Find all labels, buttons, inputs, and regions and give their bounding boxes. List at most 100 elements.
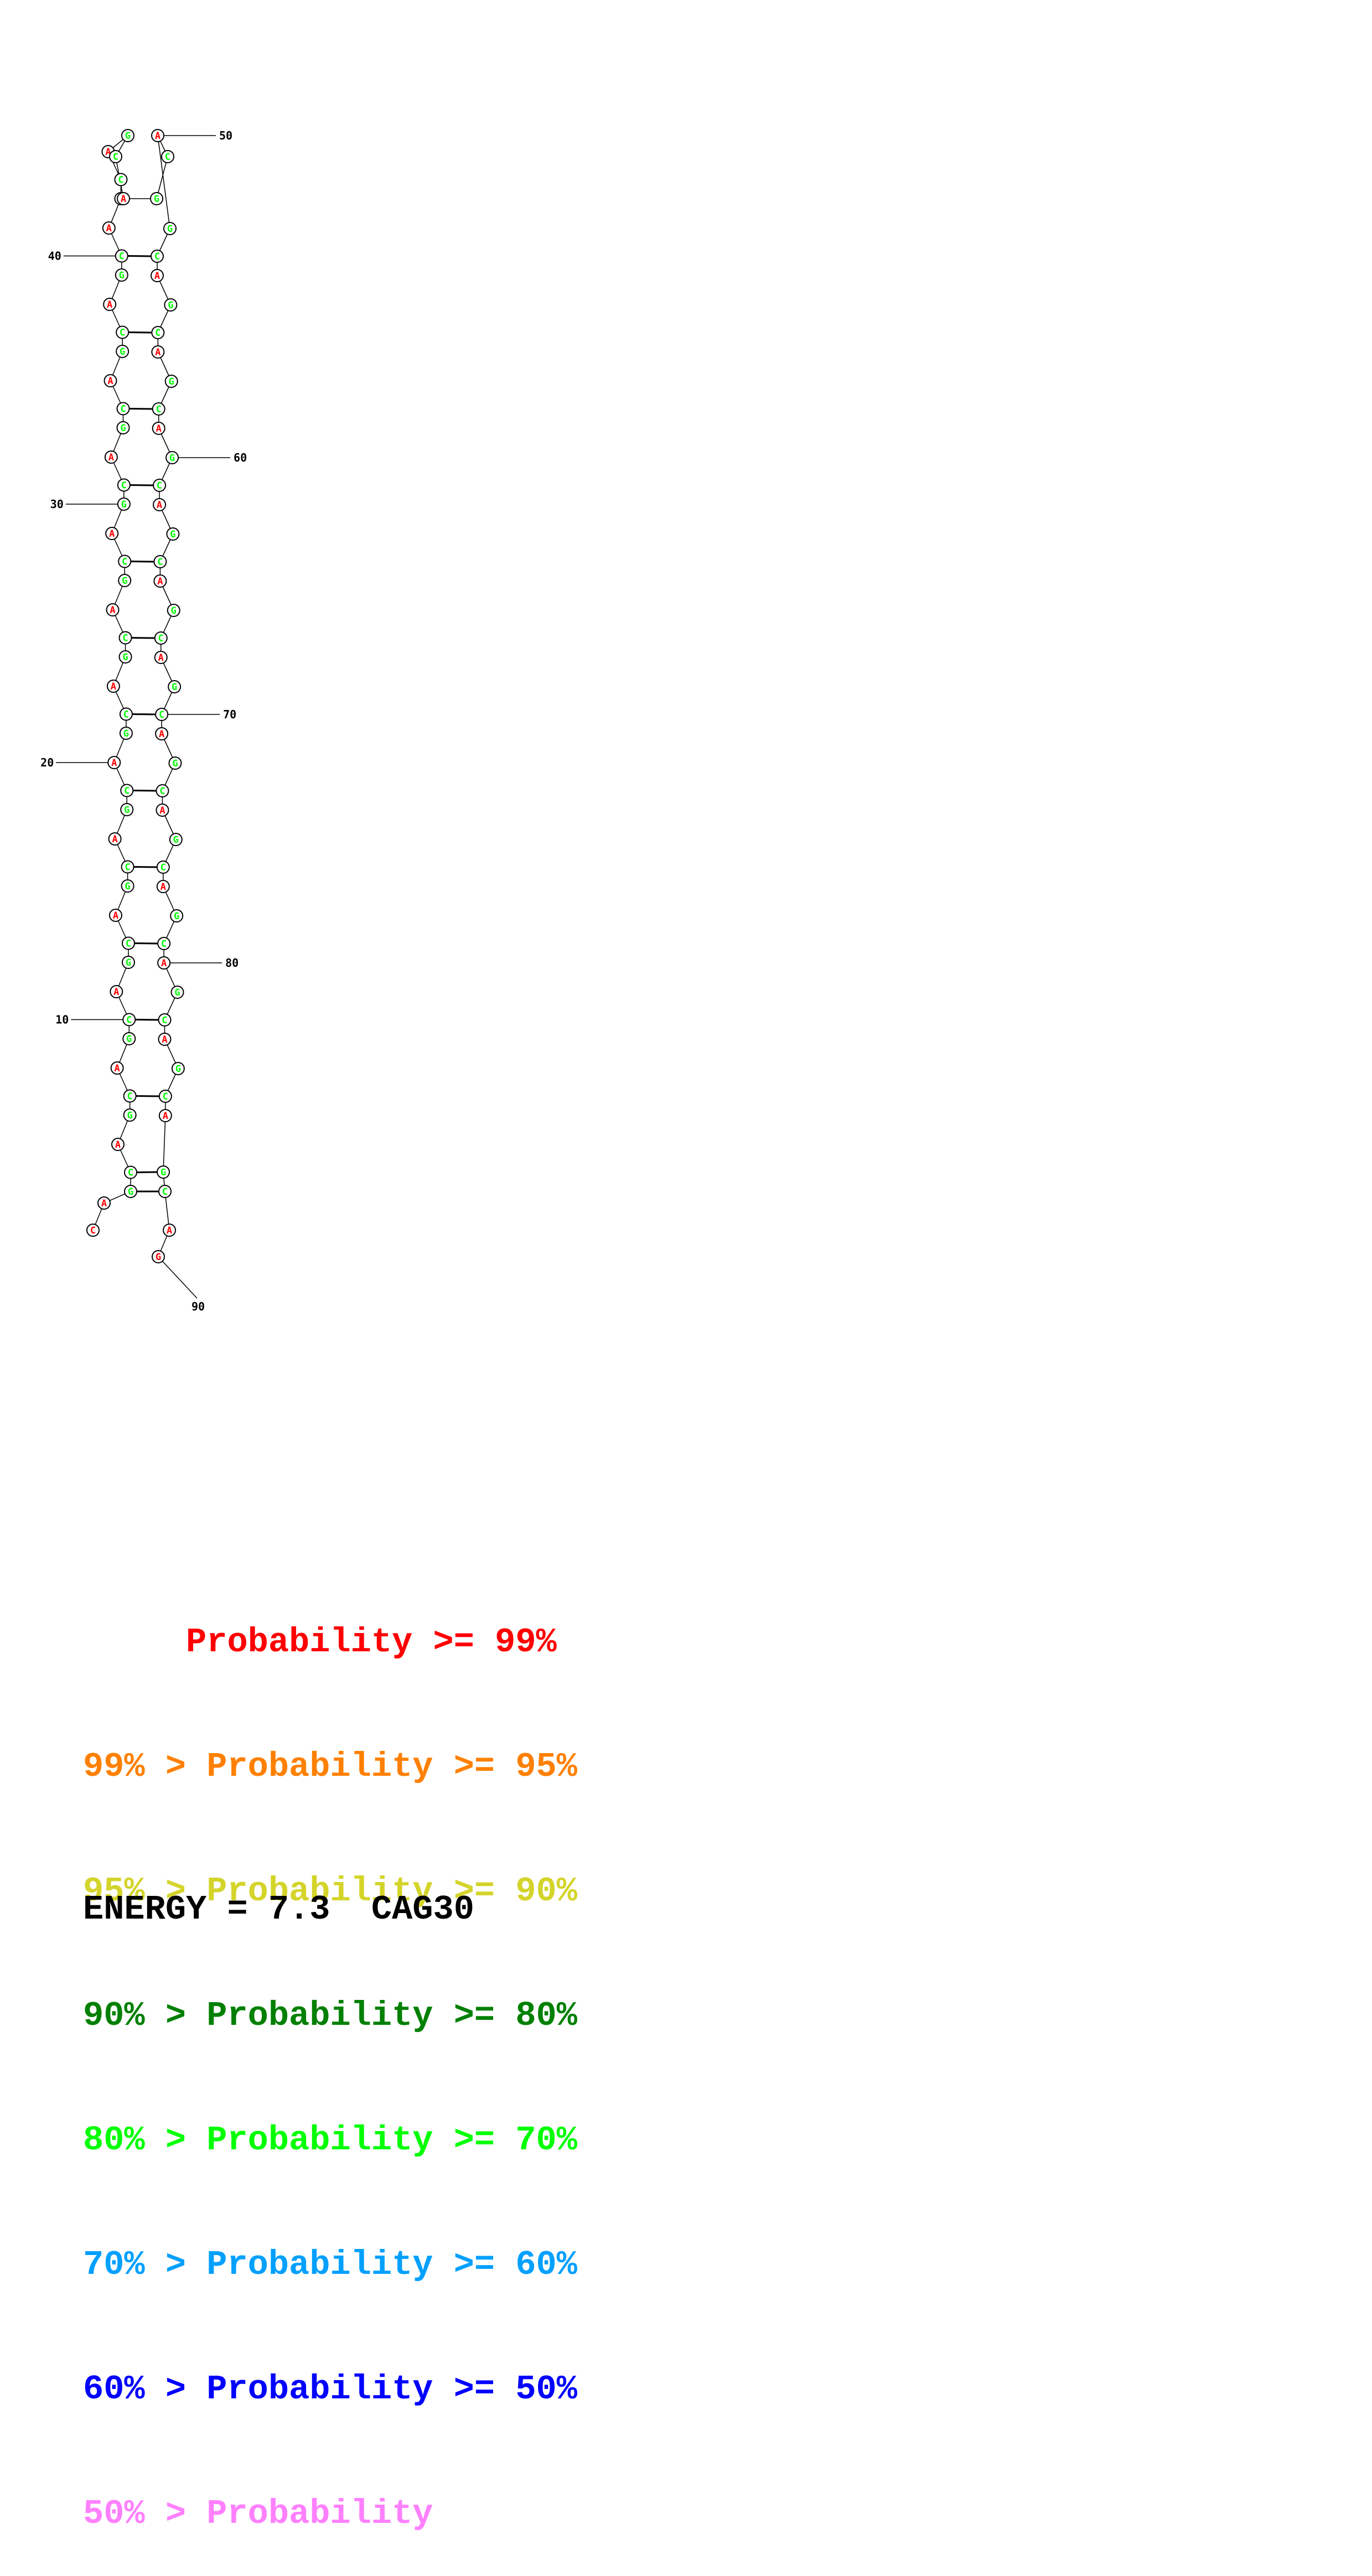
- nucleotide-84: G: [171, 1062, 185, 1075]
- nucleotide-circle: [169, 833, 183, 846]
- nucleotide-3: G: [124, 1185, 137, 1198]
- nucleotide-letter: C: [155, 328, 161, 339]
- nucleotide-32: A: [104, 450, 118, 464]
- nucleotide-letter: G: [127, 1110, 133, 1121]
- nucleotide-circle: [158, 1033, 172, 1046]
- nucleotide-90: G: [152, 1250, 165, 1263]
- nucleotide-letter: G: [120, 423, 126, 434]
- nucleotide-circle: [120, 803, 134, 816]
- nucleotide-letter: A: [158, 652, 164, 664]
- nucleotide-circle: [118, 631, 132, 645]
- nucleotide-circle: [115, 268, 128, 282]
- nucleotide-circle: [156, 880, 170, 893]
- nucleotide-17: A: [108, 832, 122, 846]
- nucleotide-20: A: [107, 756, 121, 769]
- nucleotide-10: C: [122, 1013, 136, 1027]
- position-label-10: 10: [55, 1013, 69, 1027]
- nucleotide-letter: G: [156, 1252, 161, 1263]
- nucleotide-89: A: [163, 1224, 176, 1237]
- nucleotide-letter: C: [113, 152, 118, 163]
- nucleotide-49: C: [161, 150, 174, 163]
- nucleotide-letter: A: [110, 605, 115, 616]
- nucleotide-circle: [116, 402, 130, 416]
- nucleotide-letter: G: [169, 376, 174, 387]
- nucleotide-circle: [156, 804, 169, 817]
- nucleotide-letter: A: [162, 1034, 167, 1045]
- backbone-link: [156, 156, 168, 199]
- nucleotide-circle: [105, 527, 119, 540]
- nucleotide-73: C: [156, 784, 169, 797]
- nucleotide-letter: G: [121, 499, 127, 510]
- nucleotide-circle: [154, 651, 168, 664]
- position-label-20: 20: [40, 756, 54, 769]
- nucleotide-circle: [116, 325, 130, 339]
- nucleotide-65: A: [153, 574, 167, 588]
- nucleotide-circle: [157, 1165, 170, 1179]
- nucleotide-circle: [106, 680, 120, 693]
- nucleotide-circle: [119, 727, 133, 740]
- nucleotide-letter: A: [154, 271, 160, 282]
- nucleotide-28: C: [118, 554, 132, 568]
- nucleotide-14: A: [108, 909, 122, 922]
- nucleotide-16: C: [121, 860, 134, 874]
- base-pair-bond: [136, 1095, 159, 1097]
- nucleotide-circle: [123, 1108, 137, 1122]
- nucleotide-letter: C: [156, 404, 162, 415]
- probability-legend: Probability >= 99% 99% > Probability >= …: [83, 1538, 577, 2576]
- nucleotide-letter: G: [120, 346, 125, 357]
- nucleotide-letter: C: [90, 1225, 96, 1236]
- nucleotide-25: C: [118, 631, 132, 645]
- nucleotide-letter: A: [101, 1198, 107, 1209]
- nucleotide-18: G: [120, 803, 134, 816]
- nucleotide-5: A: [111, 1138, 125, 1151]
- nucleotide-7: C: [123, 1089, 137, 1103]
- nucleotide-66: G: [167, 604, 180, 617]
- nucleotide-circle: [155, 708, 169, 721]
- nucleotide-circle: [121, 879, 134, 893]
- position-label-40: 40: [48, 250, 61, 263]
- nucleotide-letter: G: [173, 835, 179, 846]
- nucleotide-circle: [157, 937, 171, 950]
- nucleotide-circle: [121, 129, 134, 142]
- nucleotide-letter: C: [122, 633, 128, 644]
- nucleotide-circle: [117, 192, 130, 205]
- nucleotide-letter: C: [154, 251, 160, 262]
- nucleotide-9: G: [122, 1032, 136, 1045]
- nucleotide-letter: A: [115, 1063, 120, 1074]
- nucleotide-48: G: [150, 192, 163, 205]
- nucleotide-54: G: [164, 298, 178, 312]
- base-pair-bond: [133, 866, 157, 868]
- nucleotide-letter: A: [109, 528, 115, 540]
- legend-line-50: 60% > Probability >= 50%: [83, 2370, 577, 2409]
- nucleotide-letter: C: [161, 862, 166, 873]
- nucleotide-circle: [163, 1224, 176, 1237]
- nucleotide-letter: G: [161, 1167, 166, 1178]
- nucleotide-circle: [153, 555, 167, 568]
- nucleotide-letter: C: [162, 1186, 168, 1198]
- nucleotide-letter: A: [159, 729, 164, 740]
- nucleotide-letter: C: [161, 939, 167, 950]
- nucleotide-letter: C: [128, 1168, 133, 1179]
- nucleotide-circle: [168, 680, 182, 693]
- legend-line-95: 99% > Probability >= 95%: [83, 1747, 577, 1786]
- nucleotide-letter: A: [157, 576, 163, 587]
- nucleotide-circle: [157, 956, 171, 970]
- nucleotide-circle: [118, 650, 132, 664]
- nucleotide-circle: [163, 222, 177, 235]
- nucleotide-circle: [151, 326, 165, 339]
- nucleotide-33: G: [116, 421, 130, 434]
- nucleotide-letter: A: [108, 452, 114, 463]
- position-label-90: 90: [191, 1300, 205, 1313]
- nucleotide-23: A: [106, 680, 120, 693]
- nucleotide-letter: G: [154, 194, 159, 205]
- nucleotide-circle: [151, 269, 164, 282]
- nucleotide-circle: [111, 1138, 125, 1151]
- nucleotide-circle: [115, 249, 128, 263]
- nucleotide-circle: [154, 631, 168, 645]
- nucleotide-letter: C: [159, 786, 165, 797]
- position-label-30: 30: [50, 497, 64, 511]
- nucleotide-circle: [86, 1224, 100, 1237]
- nucleotide-26: A: [106, 603, 120, 616]
- nucleotide-letter: G: [126, 1034, 132, 1045]
- nucleotide-letter: C: [158, 633, 164, 644]
